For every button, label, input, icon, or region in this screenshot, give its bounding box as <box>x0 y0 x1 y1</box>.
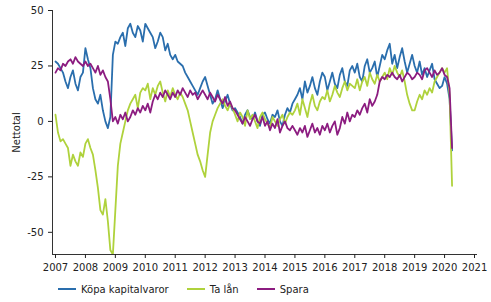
svg-text:2014: 2014 <box>252 262 277 273</box>
html-text:Ta lån: Ta lån <box>209 283 239 295</box>
html-text:Spara: Spara <box>279 283 309 295</box>
svg-text:-50: -50 <box>27 227 43 238</box>
svg-text:2008: 2008 <box>73 262 98 273</box>
svg-text:2012: 2012 <box>192 262 217 273</box>
svg-text:2020: 2020 <box>432 262 457 273</box>
svg-text:2016: 2016 <box>312 262 337 273</box>
svg-text:2018: 2018 <box>372 262 397 273</box>
svg-text:2017: 2017 <box>342 262 367 273</box>
svg-text:2011: 2011 <box>162 262 187 273</box>
svg-text:2019: 2019 <box>402 262 427 273</box>
svg-text:2015: 2015 <box>282 262 307 273</box>
svg-text:-25: -25 <box>27 171 43 182</box>
svg-text:50: 50 <box>31 5 44 16</box>
html-text:Köpa kapitalvaror: Köpa kapitalvaror <box>81 283 169 295</box>
svg-text:2009: 2009 <box>103 262 128 273</box>
svg-text:25: 25 <box>31 60 44 71</box>
svg-text:2007: 2007 <box>43 262 68 273</box>
svg-text:2010: 2010 <box>133 262 158 273</box>
svg-text:2013: 2013 <box>222 262 247 273</box>
svg-text:Nettotal: Nettotal <box>11 112 22 152</box>
svg-text:0: 0 <box>37 116 43 127</box>
svg-text:2021: 2021 <box>462 262 487 273</box>
